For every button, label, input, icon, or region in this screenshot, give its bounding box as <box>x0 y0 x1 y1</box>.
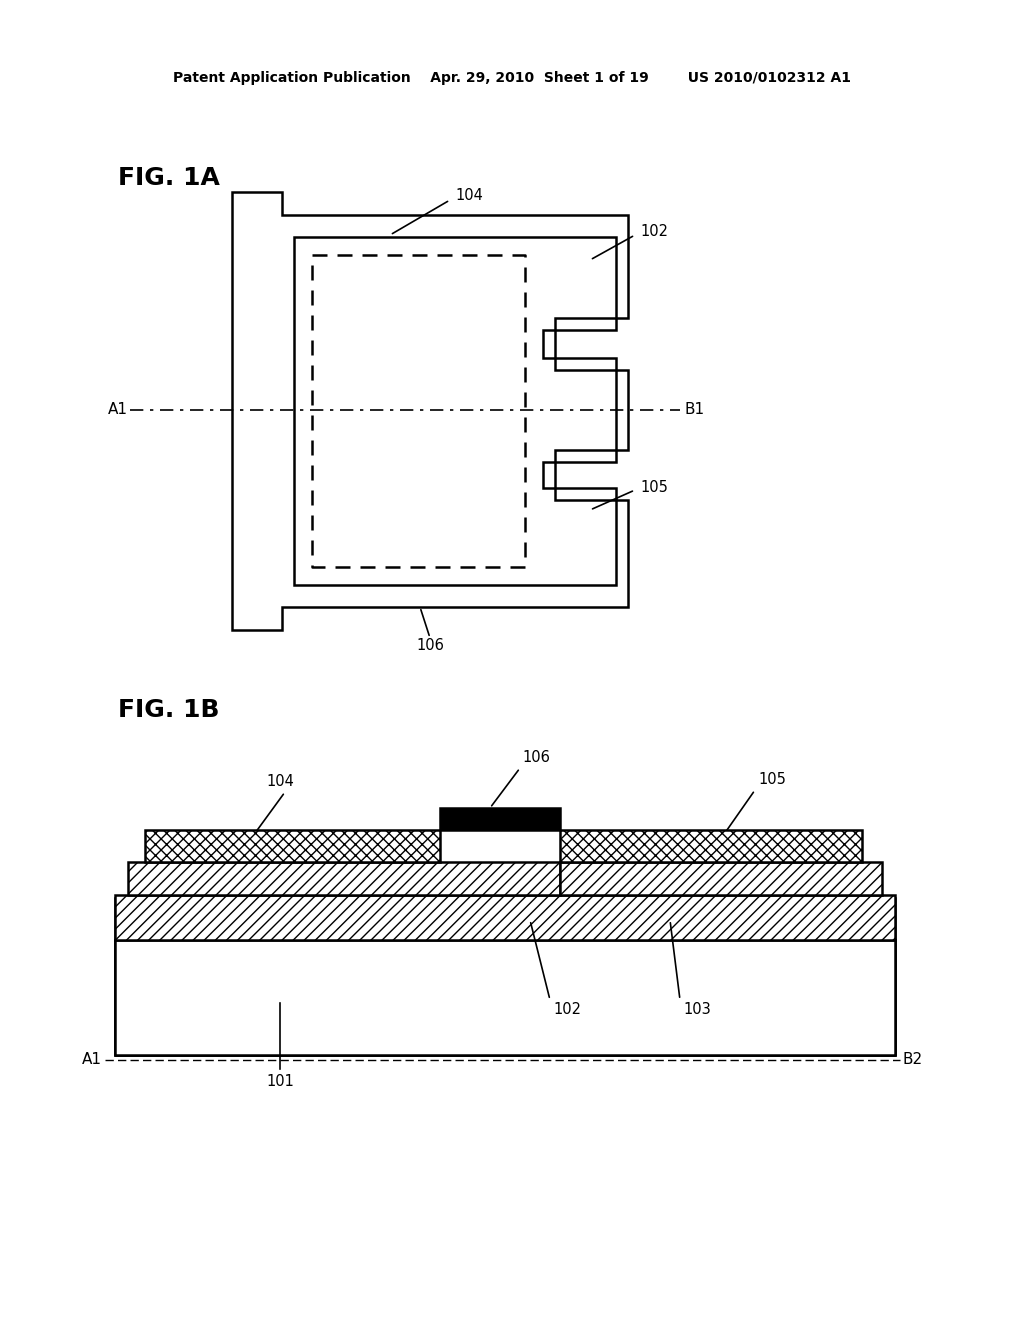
Text: 104: 104 <box>266 775 294 789</box>
Bar <box>115 940 895 1055</box>
Text: A1: A1 <box>108 403 128 417</box>
Text: 105: 105 <box>640 479 668 495</box>
Bar <box>128 862 560 895</box>
Bar <box>115 898 895 940</box>
Bar <box>560 862 882 895</box>
Text: Patent Application Publication    Apr. 29, 2010  Sheet 1 of 19        US 2010/01: Patent Application Publication Apr. 29, … <box>173 71 851 84</box>
Text: 106: 106 <box>416 639 444 653</box>
Text: A1: A1 <box>82 1052 102 1068</box>
Bar <box>440 808 560 830</box>
Text: 103: 103 <box>683 1002 711 1018</box>
Bar <box>115 895 895 940</box>
Text: 102: 102 <box>553 1002 581 1018</box>
Text: 101: 101 <box>266 1074 294 1089</box>
Text: B1: B1 <box>685 403 706 417</box>
Text: 104: 104 <box>455 187 483 202</box>
Bar <box>115 940 895 1055</box>
Text: FIG. 1B: FIG. 1B <box>118 698 219 722</box>
Text: 105: 105 <box>758 772 785 788</box>
Text: FIG. 1A: FIG. 1A <box>118 166 220 190</box>
Text: 106: 106 <box>522 751 550 766</box>
Bar <box>560 830 862 862</box>
Bar <box>145 830 440 862</box>
Text: B2: B2 <box>903 1052 923 1068</box>
Text: 102: 102 <box>640 224 668 239</box>
